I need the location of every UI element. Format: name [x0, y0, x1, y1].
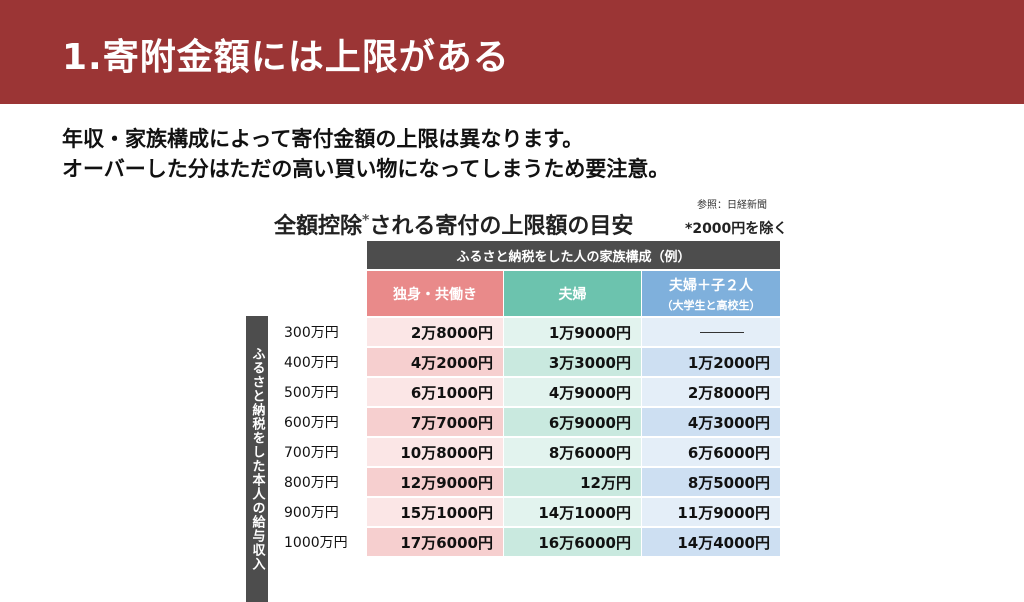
- income-cell: 1000万円: [270, 528, 366, 556]
- table-row: 500万円 6万1000円 4万9000円 2万8000円: [270, 378, 780, 406]
- family-limit-cell: 1万2000円: [642, 348, 780, 376]
- couple-limit-cell: 8万6000円: [504, 438, 641, 466]
- single-limit-cell: 7万7000円: [367, 408, 503, 436]
- table-title-main: 全額控除: [274, 214, 363, 239]
- table-row: 300万円 2万8000円 1万9000円: [270, 318, 780, 346]
- table-row: 400万円 4万2000円 3万3000円 1万2000円: [270, 348, 780, 376]
- group-header: ふるさと納税をした人の家族構成（例）: [367, 241, 780, 269]
- income-cell: 800万円: [270, 468, 366, 496]
- header-bar: 1.寄附金額には上限がある: [0, 0, 1024, 104]
- couple-limit-cell: 3万3000円: [504, 348, 641, 376]
- family-limit-cell: 4万3000円: [642, 408, 780, 436]
- column-header-sublabel: （大学生と高校生）: [661, 298, 761, 312]
- table-row: 600万円 7万7000円 6万9000円 4万3000円: [270, 408, 780, 436]
- income-cell: 500万円: [270, 378, 366, 406]
- exclusion-note: *2000円を除く: [685, 221, 788, 237]
- single-limit-cell: 10万8000円: [367, 438, 503, 466]
- table-row: 800万円 12万9000円 12万円 8万5000円: [270, 468, 780, 496]
- table-title: 全額控除*される寄付の上限額の目安: [274, 208, 633, 240]
- family-limit-cell: 11万9000円: [642, 498, 780, 526]
- table-row: 1000万円 17万6000円 16万6000円 14万4000円: [270, 528, 780, 556]
- family-limit-cell: 6万6000円: [642, 438, 780, 466]
- table-title-asterisk: *: [362, 212, 370, 229]
- family-limit-cell: 8万5000円: [642, 468, 780, 496]
- single-limit-cell: 2万8000円: [367, 318, 503, 346]
- family-limit-cell: [642, 318, 780, 346]
- income-cell: 600万円: [270, 408, 366, 436]
- income-cell: 700万円: [270, 438, 366, 466]
- side-label: ふるさと納税をした本人の給与収入: [246, 316, 268, 602]
- not-applicable-dash: [700, 331, 744, 333]
- slide-title: 1.寄附金額には上限がある: [62, 37, 510, 78]
- body-text: 年収・家族構成によって寄付金額の上限は異なります。 オーバーした分はただの高い買…: [62, 124, 669, 184]
- couple-limit-cell: 16万6000円: [504, 528, 641, 556]
- single-limit-cell: 12万9000円: [367, 468, 503, 496]
- single-limit-cell: 4万2000円: [367, 348, 503, 376]
- couple-limit-cell: 6万9000円: [504, 408, 641, 436]
- couple-limit-cell: 4万9000円: [504, 378, 641, 406]
- table-row: 900万円 15万1000円 14万1000円 11万9000円: [270, 498, 780, 526]
- body-line-2: オーバーした分はただの高い買い物になってしまうため要注意。: [62, 157, 670, 181]
- column-header-2: 夫婦: [504, 271, 641, 316]
- table-row: 700万円 10万8000円 8万6000円 6万6000円: [270, 438, 780, 466]
- column-header-label: 独身・共働き: [393, 286, 477, 303]
- couple-limit-cell: 14万1000円: [504, 498, 641, 526]
- table-title-rest: される寄付の上限額の目安: [369, 214, 634, 239]
- column-header-label: 夫婦＋子２人: [669, 277, 753, 294]
- family-limit-cell: 14万4000円: [642, 528, 780, 556]
- income-cell: 900万円: [270, 498, 366, 526]
- single-limit-cell: 15万1000円: [367, 498, 503, 526]
- couple-limit-cell: 12万円: [504, 468, 641, 496]
- body-line-1: 年収・家族構成によって寄付金額の上限は異なります。: [62, 127, 584, 151]
- family-limit-cell: 2万8000円: [642, 378, 780, 406]
- income-cell: 300万円: [270, 318, 366, 346]
- couple-limit-cell: 1万9000円: [504, 318, 641, 346]
- column-header-label: 夫婦: [558, 286, 587, 303]
- single-limit-cell: 6万1000円: [367, 378, 503, 406]
- column-header-1: 独身・共働き: [367, 271, 503, 316]
- single-limit-cell: 17万6000円: [367, 528, 503, 556]
- column-header-3: 夫婦＋子２人 （大学生と高校生）: [642, 271, 780, 316]
- source-note: 参照：日経新聞: [697, 200, 767, 211]
- income-cell: 400万円: [270, 348, 366, 376]
